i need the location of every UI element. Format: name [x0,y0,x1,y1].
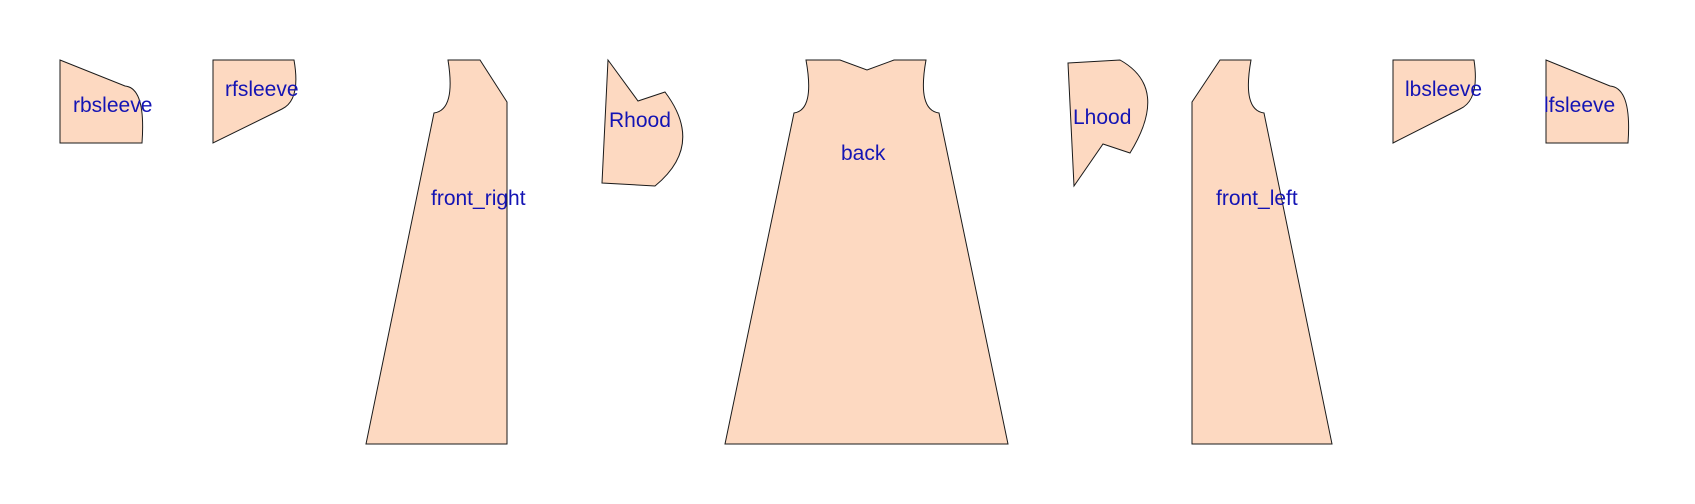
piece-lhood-shape[interactable] [1067,59,1149,188]
piece-back-label: back [841,142,886,165]
piece-rbsleeve[interactable]: rbsleeve [59,59,152,144]
piece-rhood-label: Rhood [609,109,671,132]
piece-lfsleeve[interactable]: lfsleeve [1544,59,1630,144]
piece-lbsleeve-shape[interactable] [1392,59,1476,144]
piece-lbsleeve-label: lbsleeve [1405,78,1482,101]
piece-rfsleeve-label: rfsleeve [225,78,299,101]
piece-lfsleeve-label: lfsleeve [1544,94,1615,117]
piece-rhood[interactable]: Rhood [601,58,684,187]
piece-front-left[interactable]: front_left [1191,59,1333,445]
piece-front-left-shape[interactable] [1191,59,1333,445]
piece-rbsleeve-label: rbsleeve [73,94,152,117]
piece-lhood-label: Lhood [1073,106,1131,129]
piece-rfsleeve[interactable]: rfsleeve [212,59,299,144]
piece-rfsleeve-shape[interactable] [212,59,297,144]
piece-front-right[interactable]: front_right [365,59,526,445]
piece-lbsleeve[interactable]: lbsleeve [1392,59,1482,144]
piece-lhood[interactable]: Lhood [1067,59,1149,188]
piece-back[interactable]: back [724,59,1009,445]
piece-rbsleeve-shape[interactable] [59,59,144,144]
piece-back-shape[interactable] [724,59,1009,445]
piece-front-right-shape[interactable] [365,59,508,445]
piece-front-right-label: front_right [431,187,526,210]
piece-rhood-shape[interactable] [601,58,684,187]
piece-front-left-label: front_left [1216,187,1298,210]
piece-lfsleeve-shape[interactable] [1545,59,1630,144]
